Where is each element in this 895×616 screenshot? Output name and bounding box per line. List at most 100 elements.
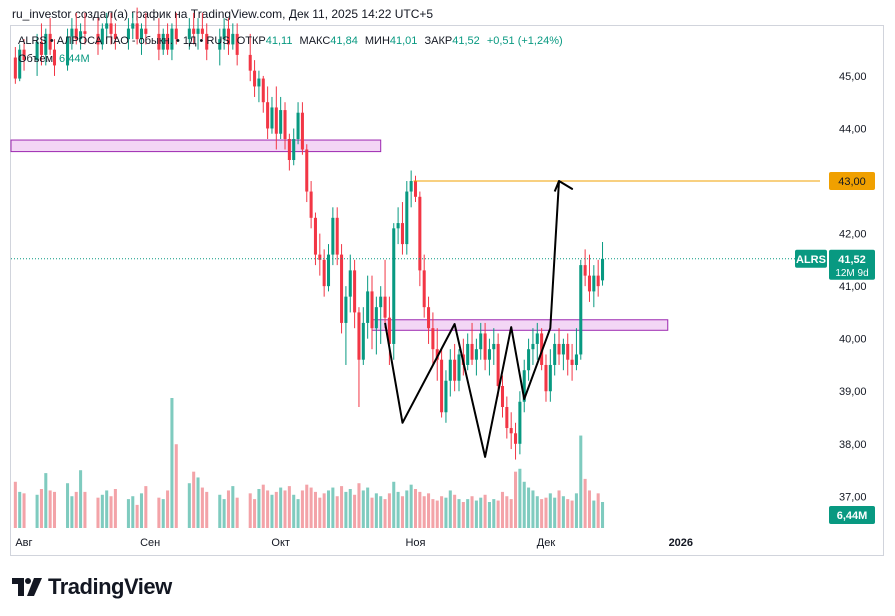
volume-bar <box>74 491 78 528</box>
candle-body <box>253 70 257 87</box>
candle-body <box>174 28 178 40</box>
volume-bar <box>283 490 287 528</box>
volume-bars <box>13 398 605 528</box>
candle-body <box>326 254 331 287</box>
volume-bar <box>370 497 374 528</box>
volume-bar <box>222 499 226 528</box>
volume-bar <box>261 484 265 528</box>
candle-body <box>574 354 578 365</box>
legend-exchange: RUS <box>206 35 230 47</box>
candle-body <box>218 39 222 50</box>
candle-body <box>413 181 418 197</box>
y-tick-label: 44,00 <box>839 123 867 135</box>
y-tick-label: 38,00 <box>839 439 867 451</box>
legend-separator: • <box>199 35 204 47</box>
volume-bar <box>483 494 487 528</box>
volume-bar <box>587 490 592 528</box>
candle-body <box>557 343 561 355</box>
volume-bar <box>505 496 509 528</box>
candle-body <box>74 28 78 40</box>
support-resistance-zone <box>371 319 669 331</box>
volume-bar <box>52 491 57 528</box>
volume-bar <box>500 491 505 528</box>
candle-body <box>79 31 83 40</box>
candle-body <box>222 28 226 40</box>
legend-interval: 1Д <box>182 35 197 47</box>
volume-bar <box>257 489 261 528</box>
candle-body <box>100 28 104 45</box>
double-bottom-pattern-path <box>384 180 574 458</box>
candle-body <box>444 380 448 413</box>
tradingview-logo-text: TradingView <box>48 574 172 599</box>
candle-body <box>322 259 326 287</box>
candle-body <box>579 265 583 355</box>
candle-body <box>144 28 148 34</box>
volume-bar <box>466 499 470 528</box>
volume-bar <box>492 499 496 528</box>
volume-bar <box>570 500 574 528</box>
candle-body <box>266 102 270 129</box>
drawn-pattern <box>384 180 574 458</box>
level-badge-bg <box>829 172 875 191</box>
candle-body <box>35 41 39 61</box>
legend-low-label: МИН <box>364 35 390 47</box>
volume-badge-bg <box>829 506 875 524</box>
volume-bar <box>470 496 474 528</box>
candle-body <box>370 291 374 329</box>
volume-bar <box>366 487 370 528</box>
volume-bar <box>379 496 383 528</box>
candle-body <box>583 265 587 276</box>
candle-body <box>405 191 409 245</box>
volume-bar <box>383 499 387 528</box>
price-badge-countdown: 12M 9d <box>835 268 868 279</box>
candle-body <box>566 343 570 360</box>
candle-body <box>157 33 161 50</box>
candle-body <box>379 296 383 308</box>
candle-body <box>66 36 70 66</box>
candle-body <box>435 349 439 360</box>
candle-body <box>196 28 200 34</box>
legend-close-label: ЗАКР <box>424 35 453 47</box>
volume-bar <box>309 487 313 528</box>
volume-bar <box>196 477 200 528</box>
volume-legend-label: Объем <box>18 53 54 65</box>
candle-body <box>453 359 457 381</box>
candle-body <box>544 364 548 392</box>
candle-body <box>300 112 304 150</box>
candle-body <box>527 349 531 371</box>
volume-bar <box>322 493 326 528</box>
volume-bar <box>35 494 39 528</box>
volume-bar <box>126 499 130 528</box>
candle-body <box>496 343 500 386</box>
volume-badge: 6,44M <box>829 506 875 524</box>
symbol-badge: ALRS <box>795 249 827 268</box>
volume-bar <box>305 484 309 528</box>
volume-bar <box>435 500 439 528</box>
candle-body <box>305 149 309 192</box>
candle-body <box>248 54 252 71</box>
tradingview-logo[interactable]: TradingView <box>12 574 172 600</box>
price-badge-value: 41,52 <box>838 254 866 266</box>
candle-body <box>479 333 483 350</box>
candle-body <box>187 28 191 40</box>
volume-bar <box>353 494 357 528</box>
candle-body <box>131 23 135 29</box>
volume-bar <box>540 499 544 528</box>
volume-badge-text: 6,44M <box>837 510 868 522</box>
volume-bar <box>522 481 526 528</box>
candle-body <box>500 385 505 408</box>
volume-bar <box>409 484 413 528</box>
candle-body <box>514 433 518 444</box>
volume-bar <box>348 489 352 528</box>
volume-bar <box>100 494 104 528</box>
x-tick-label: 2026 <box>669 537 693 549</box>
volume-bar <box>66 483 70 528</box>
legend-symbol[interactable]: ALRS <box>18 35 47 47</box>
candle-body <box>279 110 283 134</box>
legend-separator: • <box>175 35 180 47</box>
candle-body <box>318 254 322 260</box>
volume-bar <box>340 486 344 528</box>
volume-bar <box>70 496 74 528</box>
volume-bar <box>474 500 478 528</box>
